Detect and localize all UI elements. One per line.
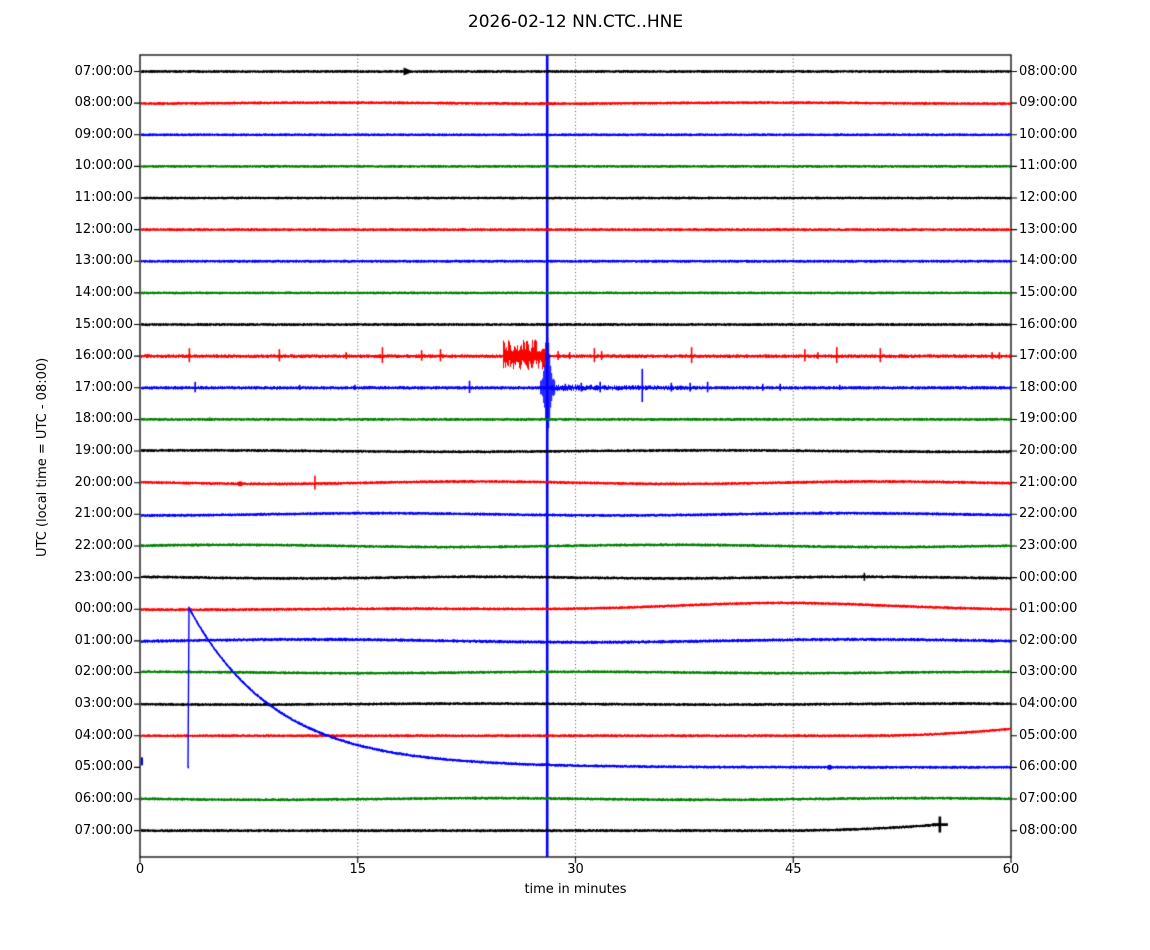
utc-time-label: 09:00:00 [74,126,133,142]
utc-time-label: 06:00:00 [74,790,133,806]
utc-time-label: 18:00:00 [74,411,133,427]
utc-time-label: 00:00:00 [74,601,133,617]
x-tick-label: 45 [784,862,802,877]
utc-time-label: 16:00:00 [74,348,133,364]
local-time-label: 09:00:00 [1019,95,1078,111]
local-time-label: 10:00:00 [1019,126,1078,142]
utc-time-label: 19:00:00 [74,443,133,459]
utc-time-label: 20:00:00 [74,474,133,490]
x-tick-label: 60 [1002,862,1020,877]
utc-time-label: 07:00:00 [74,822,133,838]
local-time-label: 05:00:00 [1019,727,1078,743]
local-time-label: 13:00:00 [1019,221,1078,237]
local-time-label: 08:00:00 [1019,822,1078,838]
local-time-label: 15:00:00 [1019,284,1078,300]
local-time-label: 06:00:00 [1019,759,1078,775]
utc-time-label: 08:00:00 [74,95,133,111]
local-time-label: 20:00:00 [1019,443,1078,459]
utc-time-label: 01:00:00 [74,632,133,648]
utc-time-label: 22:00:00 [74,537,133,553]
utc-time-label: 14:00:00 [74,284,133,300]
local-time-label: 03:00:00 [1019,664,1078,680]
utc-time-label: 02:00:00 [74,664,133,680]
utc-time-label: 11:00:00 [74,190,133,206]
local-time-label: 08:00:00 [1019,63,1078,79]
utc-time-label: 15:00:00 [74,316,133,332]
utc-time-label: 21:00:00 [74,506,133,522]
local-time-label: 00:00:00 [1019,569,1078,585]
local-time-label: 04:00:00 [1019,696,1078,712]
local-time-label: 23:00:00 [1019,537,1078,553]
local-time-label: 07:00:00 [1019,790,1078,806]
local-time-label: 01:00:00 [1019,601,1078,617]
x-axis-label: time in minutes [524,882,627,897]
local-time-label: 17:00:00 [1019,348,1078,364]
x-tick-label: 15 [349,862,367,877]
utc-time-label: 23:00:00 [74,569,133,585]
x-tick-label: 30 [567,862,584,877]
local-time-label: 14:00:00 [1019,253,1078,269]
utc-time-label: 17:00:00 [74,379,133,395]
x-tick-label: 0 [135,862,145,877]
local-time-label: 12:00:00 [1019,190,1078,206]
local-time-label: 02:00:00 [1019,632,1078,648]
local-time-label: 22:00:00 [1019,506,1078,522]
local-time-label: 11:00:00 [1019,158,1078,174]
local-time-label: 16:00:00 [1019,316,1078,332]
utc-time-label: 12:00:00 [74,221,133,237]
plot-title: 2026-02-12 NN.CTC..HNE [467,12,684,32]
utc-time-label: 07:00:00 [74,63,133,79]
local-time-label: 18:00:00 [1019,379,1078,395]
local-time-label: 21:00:00 [1019,474,1078,490]
utc-time-label: 04:00:00 [74,727,133,743]
local-time-label: 19:00:00 [1019,411,1078,427]
utc-time-label: 10:00:00 [74,158,133,174]
utc-time-label: 05:00:00 [74,759,133,775]
utc-time-label: 03:00:00 [74,696,133,712]
utc-time-label: 13:00:00 [74,253,133,269]
